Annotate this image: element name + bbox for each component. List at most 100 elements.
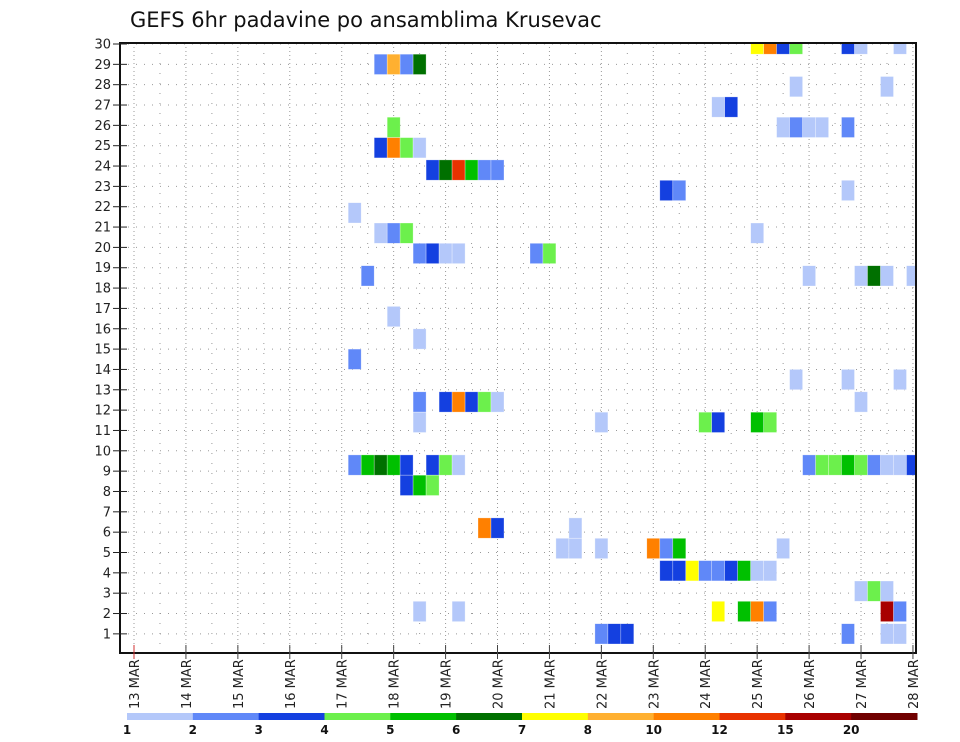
precip-cell: [854, 42, 868, 55]
precip-cell: [724, 560, 739, 582]
precip-cell: [412, 328, 427, 350]
y-tick-label: 25: [94, 139, 111, 154]
colorbar-label: 1: [123, 723, 131, 737]
precip-cell: [386, 116, 401, 138]
precip-cell: [893, 454, 907, 476]
precip-cells: [347, 42, 917, 645]
precip-cell: [763, 411, 778, 433]
precip-cell: [776, 537, 790, 559]
precip-cell: [451, 391, 466, 413]
precip-cell: [789, 42, 803, 55]
x-tick-label: 25 MAR: [751, 659, 766, 709]
precip-cell: [893, 369, 907, 390]
y-tick-label: 30: [94, 38, 111, 53]
y-tick-label: 21: [94, 221, 111, 236]
precip-cell: [386, 222, 401, 244]
colorbar-label: 12: [711, 723, 728, 737]
precip-cell: [724, 96, 739, 118]
precip-cell: [750, 600, 765, 622]
colorbar-label: 7: [518, 723, 526, 737]
precip-cell: [750, 560, 765, 582]
x-axis: 13 MAR 14 MAR 15 MAR 16 MAR 17 MAR 18 MAR 19 M…: [128, 645, 922, 709]
precip-cell: [542, 243, 557, 264]
y-tick-label: 2: [103, 607, 111, 622]
y-tick-label: 22: [94, 200, 111, 215]
precip-cell: [854, 391, 868, 413]
precip-cell: [594, 411, 609, 433]
y-tick-label: 8: [103, 485, 111, 500]
precip-cell: [412, 53, 427, 75]
colorbar-legend: 1 2 3 4 5 6 7 8 10 12 15 20: [123, 713, 918, 737]
precip-cell: [880, 600, 894, 622]
precip-cell: [867, 580, 881, 602]
precip-cell: [698, 560, 713, 582]
precip-cell: [711, 560, 726, 582]
precip-cell: [802, 454, 816, 476]
colorbar-segment: [522, 713, 589, 720]
precip-cell: [438, 159, 453, 181]
y-tick-label: 19: [94, 261, 111, 276]
precip-cell: [841, 623, 855, 645]
precip-cell: [399, 222, 414, 244]
x-tick-label: 28 MAR: [907, 659, 922, 709]
y-tick-label: 28: [94, 78, 111, 93]
precip-cell: [672, 180, 687, 201]
colorbar-label: 20: [843, 723, 860, 737]
colorbar-label: 8: [584, 723, 592, 737]
precip-cell: [412, 411, 427, 433]
precip-cell: [763, 600, 778, 622]
precip-cell: [464, 391, 479, 413]
x-tick-label: 21 MAR: [543, 659, 558, 709]
x-tick-label: 16 MAR: [284, 659, 299, 709]
precip-cell: [906, 454, 917, 476]
precip-cell: [386, 137, 401, 159]
x-tick-label: 18 MAR: [388, 659, 403, 709]
precip-cell: [425, 474, 440, 496]
precip-cell: [789, 116, 803, 138]
precip-cell: [373, 454, 388, 476]
precip-cell: [412, 137, 427, 159]
precip-cell: [412, 600, 427, 622]
precip-cell: [360, 265, 375, 287]
colorbar-label: 6: [452, 723, 460, 737]
precip-cell: [412, 474, 427, 496]
precip-cell: [373, 137, 388, 159]
precip-cell: [802, 116, 816, 138]
precip-cell: [386, 454, 401, 476]
precip-cell: [880, 265, 894, 287]
precip-cell: [451, 159, 466, 181]
colorbar-segment: [587, 713, 655, 720]
precip-cell: [412, 243, 427, 264]
colorbar-label: 15: [777, 723, 794, 737]
precip-cell: [880, 623, 894, 645]
precip-cell: [438, 454, 453, 476]
colorbar-segment: [127, 713, 194, 720]
precip-cell: [425, 159, 440, 181]
precip-cell: [685, 560, 700, 582]
colorbar-label: 4: [320, 723, 328, 737]
precip-cell: [841, 454, 855, 476]
x-tick-label: 15 MAR: [232, 659, 247, 709]
x-tick-label: 24 MAR: [699, 659, 714, 709]
y-tick-label: 4: [103, 566, 111, 581]
y-tick-label: 23: [94, 180, 111, 195]
precip-cell: [451, 600, 466, 622]
colorbar-label: 10: [645, 723, 662, 737]
y-tick-label: 11: [94, 424, 111, 439]
precip-cell: [373, 222, 388, 244]
precip-cell: [906, 265, 917, 287]
precip-cell: [347, 202, 362, 224]
precip-cell: [659, 537, 674, 559]
precip-cell: [659, 560, 674, 582]
colorbar-label: 3: [254, 723, 262, 737]
precip-cell: [893, 42, 907, 55]
y-tick-label: 3: [103, 587, 111, 602]
precip-cell: [789, 76, 803, 98]
precip-cell: [568, 517, 583, 539]
precip-cell: [763, 560, 778, 582]
precip-cell: [386, 53, 401, 75]
precip-cell: [763, 42, 778, 55]
precip-cell: [438, 243, 453, 264]
precip-cell: [399, 137, 414, 159]
